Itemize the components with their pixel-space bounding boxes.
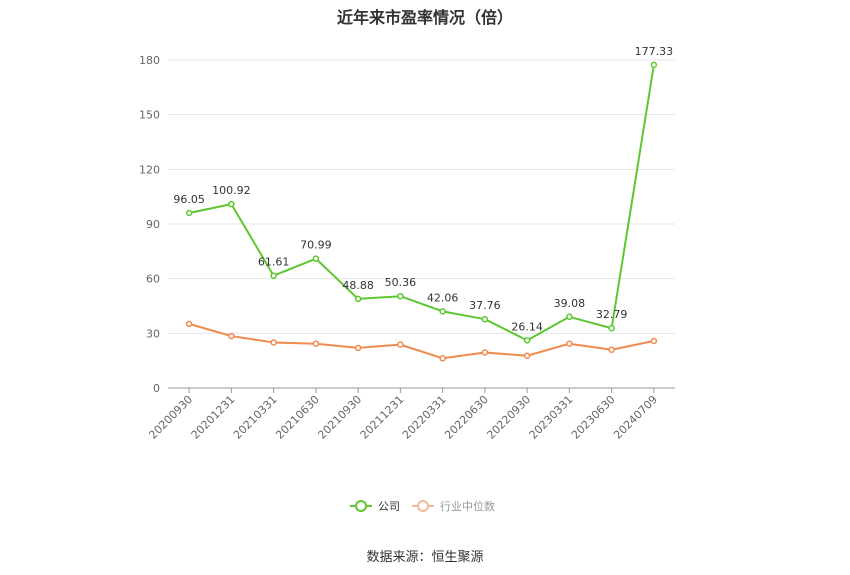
data-label: 61.61 [258,256,290,269]
x-tick-label: 20230331 [527,393,576,442]
legend-item-company[interactable]: 公司 [350,500,400,513]
data-label: 42.06 [427,291,459,304]
data-point-industry-median[interactable] [439,355,446,362]
x-tick-label: 20210331 [231,393,280,442]
data-label: 70.99 [300,239,332,252]
data-point-industry-median[interactable] [481,349,489,356]
data-label: 96.05 [173,193,205,206]
data-source: 数据来源：恒生聚源 [366,550,484,565]
data-point-industry-median[interactable] [312,340,320,347]
x-tick-label: 20210930 [315,393,364,442]
tick-labels: 0 30 60 90 120 150 180 202009302020123120210331… [139,54,660,442]
x-tick-label: 20220331 [400,393,449,442]
data-label: 100.92 [212,184,251,197]
data-point-industry-median[interactable] [270,339,277,346]
legend-item-industry-median[interactable]: 行业中位数 [412,499,495,513]
data-label: 177.33 [635,45,674,58]
data-labels: 96.05 100.92 61.61 70.99 48.88 50.36 42.06 37.7… [173,45,673,334]
data-point-company[interactable] [185,209,193,217]
data-point-company[interactable] [523,337,531,344]
data-point-industry-median[interactable] [650,337,658,345]
series-layer [185,61,658,362]
legend-marker-icon [355,500,367,512]
y-tick-label: 30 [146,327,160,340]
data-point-industry-median[interactable] [566,340,573,347]
y-tick-label: 0 [153,382,160,395]
legend[interactable]: 公司 行业中位数 [350,499,495,513]
data-label: 39.08 [554,297,586,310]
data-point-company[interactable] [228,200,235,208]
x-tick-label: 20230630 [569,393,618,442]
x-tick-label: 20240709 [611,393,660,442]
x-tick-label: 20211231 [358,393,407,442]
axes [168,387,675,393]
data-point-company[interactable] [608,324,615,332]
y-tick-label: 180 [139,54,160,67]
data-point-industry-median[interactable] [523,352,531,359]
legend-marker-icon [417,500,429,512]
data-point-company[interactable] [354,295,362,303]
data-label: 48.88 [342,279,374,292]
data-point-company[interactable] [566,313,573,321]
y-tick-label: 150 [139,109,160,122]
y-tick-label: 90 [146,218,160,231]
data-point-company[interactable] [270,272,277,279]
data-point-company[interactable] [650,61,658,69]
x-tick-label: 20220630 [442,393,491,442]
data-point-industry-median[interactable] [397,341,404,348]
data-label: 50.36 [385,276,417,289]
data-label: 26.14 [511,320,543,333]
x-tick-label: 20220930 [484,393,533,442]
data-point-industry-median[interactable] [228,332,235,340]
series-line-company [188,64,655,342]
data-point-industry-median[interactable] [354,344,362,352]
series-line-industry-median [188,322,655,360]
legend-label: 公司 [378,500,400,513]
data-point-company[interactable] [312,255,320,262]
y-tick-label: 120 [139,163,160,176]
data-point-industry-median[interactable] [185,320,193,328]
data-point-industry-median[interactable] [608,346,615,353]
chart-title: 近年来市盈率情况（倍） [336,8,513,27]
data-point-company[interactable] [439,308,446,315]
legend-label: 行业中位数 [440,499,495,513]
x-tick-label: 20201231 [189,393,238,442]
data-point-company[interactable] [481,315,489,323]
x-tick-label: 20210630 [273,393,322,442]
data-point-company[interactable] [397,292,404,300]
gridlines [168,59,675,334]
data-label: 32.79 [596,308,628,321]
x-tick-label: 20200930 [146,393,195,442]
data-label: 37.76 [469,299,501,312]
y-tick-label: 60 [146,273,160,286]
